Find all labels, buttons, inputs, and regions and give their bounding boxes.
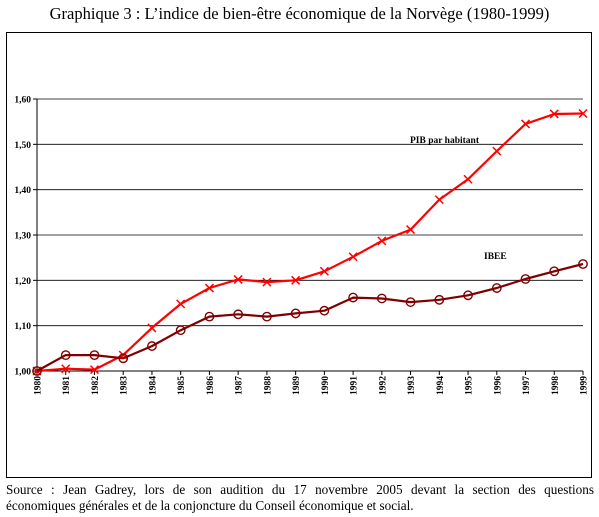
line-chart: 1,001,101,201,301,401,501,60 1980 1981 198…	[14, 96, 590, 396]
y-axis-tick-labels: 1,00 1,10 1,20 1,30 1,40 1,50 1,60	[14, 96, 31, 378]
data-point	[492, 146, 502, 156]
data-point	[578, 259, 588, 269]
data-point	[233, 274, 243, 284]
data-point	[520, 274, 531, 284]
data-point	[348, 292, 359, 303]
data-point	[147, 341, 157, 351]
source-note: Source : Jean Gadrey, lors de son auditi…	[6, 482, 594, 514]
x-tick-label: 1991	[350, 376, 360, 395]
x-tick-label: 1982	[91, 376, 101, 395]
x-tick-label: 1987	[235, 376, 245, 395]
x-tick-label: 1988	[263, 376, 273, 395]
data-point	[204, 311, 215, 322]
y-tick-label: 1,10	[14, 322, 31, 332]
y-tick-label: 1,50	[14, 141, 31, 151]
data-point	[262, 277, 272, 287]
y-tick-label: 1,40	[14, 186, 31, 196]
chart-frame	[6, 32, 592, 478]
source-line-2: économiques générales et de la conjonctu…	[6, 498, 414, 513]
data-point	[434, 195, 444, 205]
series-line-ibee	[36, 262, 584, 372]
y-tick-label: 1,30	[14, 232, 31, 242]
data-point	[60, 350, 71, 361]
data-point	[261, 311, 272, 322]
data-point	[89, 365, 100, 375]
data-point	[376, 293, 387, 304]
data-point	[290, 308, 301, 319]
data-point	[147, 323, 157, 333]
data-point	[463, 290, 473, 301]
data-point	[377, 236, 387, 246]
x-tick-label: 1980	[34, 376, 44, 395]
data-point	[291, 275, 301, 285]
data-point	[520, 119, 531, 129]
x-tick-label: 1981	[62, 376, 72, 395]
x-tick-label: 1995	[465, 376, 475, 395]
data-point	[549, 109, 559, 119]
data-point	[32, 366, 42, 376]
data-point	[175, 325, 186, 336]
x-tick-label: 1993	[407, 376, 417, 395]
data-point	[549, 266, 560, 277]
data-point	[319, 266, 329, 276]
x-tick-label: 1998	[551, 376, 561, 395]
data-point	[406, 225, 416, 235]
y-tick-label: 1,60	[14, 96, 31, 106]
x-tick-label: 1989	[292, 376, 302, 395]
y-tick-label: 1,20	[14, 277, 31, 287]
data-point	[405, 297, 416, 307]
x-tick-label: 1997	[522, 376, 532, 395]
data-point	[61, 364, 71, 374]
data-point	[463, 174, 473, 184]
data-point	[578, 108, 588, 119]
x-tick-label: 1984	[148, 376, 158, 395]
x-tick-label: 1983	[120, 376, 130, 395]
series-labels: PIB par habitant IBEE	[410, 136, 507, 262]
x-tick-label: 1996	[493, 376, 503, 395]
series-label-pib: PIB par habitant	[410, 136, 480, 146]
data-point	[348, 252, 358, 262]
x-tick-label: 1999	[580, 376, 590, 395]
series-line-pib	[36, 112, 584, 373]
y-tick-label: 1,00	[14, 368, 31, 378]
series-group	[32, 108, 588, 376]
data-point	[434, 294, 445, 305]
data-point	[176, 299, 186, 309]
x-tick-label: 1986	[206, 376, 216, 395]
source-line-1: Source : Jean Gadrey, lors de son auditi…	[6, 482, 594, 497]
x-tick-label: 1985	[177, 376, 187, 395]
chart-title: Graphique 3 : L’indice de bien-être écon…	[49, 4, 550, 23]
series-label-ibee: IBEE	[484, 252, 507, 262]
x-tick-label: 1994	[436, 376, 446, 395]
gridlines	[37, 98, 583, 327]
data-point	[233, 309, 244, 320]
data-point	[204, 283, 214, 293]
x-tick-label: 1990	[321, 376, 331, 395]
axes	[33, 98, 584, 375]
data-point	[491, 283, 502, 293]
x-axis-tick-labels: 1980 1981 1982 1983 1984 1985 1986 1987 1988 1989…	[34, 376, 590, 395]
x-tick-label: 1992	[378, 376, 388, 395]
data-point	[319, 305, 330, 316]
data-point	[89, 350, 100, 361]
data-point	[118, 353, 129, 364]
